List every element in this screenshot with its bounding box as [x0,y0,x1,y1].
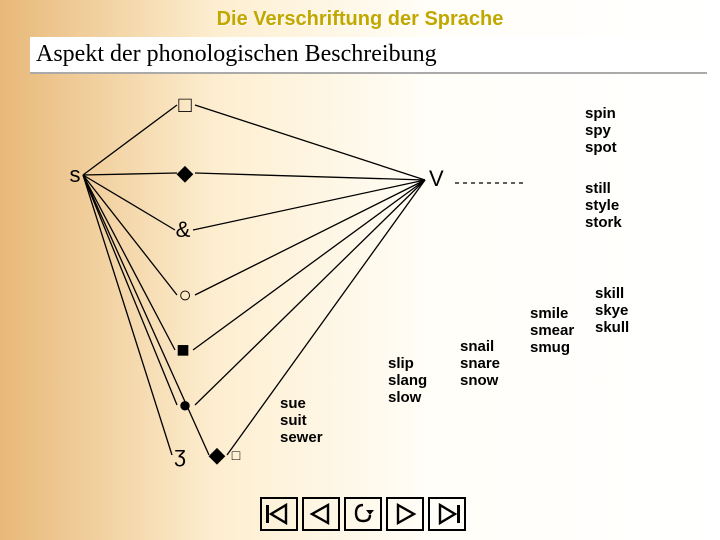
nav-home[interactable] [344,497,382,531]
node-t: ◆ [174,162,196,184]
example-word: style [585,197,622,214]
node-k: & [172,219,194,241]
example-word: skill [595,285,629,302]
nav-bar [260,497,466,531]
nav-last[interactable] [428,497,466,531]
example-word: smug [530,339,574,356]
example-word: sue [280,395,323,412]
word-group-6: suesuitsewer [280,395,323,446]
nav-next[interactable] [386,497,424,531]
page-title: Die Verschriftung der Sprache [0,0,720,31]
node-w-extra: □ [225,444,247,466]
example-word: snare [460,355,500,372]
node-ezh: ʒ [169,444,191,466]
word-group-3: smilesmearsmug [530,305,574,356]
example-word: spy [585,122,617,139]
example-word: snow [460,372,500,389]
word-group-0: spinspyspot [585,105,617,156]
example-word: slang [388,372,427,389]
node-m: ○ [174,284,196,306]
word-group-5: slipslangslow [388,355,427,406]
nav-first[interactable] [260,497,298,531]
node-s: s [64,164,86,186]
example-word: stork [585,214,622,231]
subtitle: Aspekt der phonologischen Beschreibung [36,41,701,68]
diagram-lines [55,95,665,485]
word-group-4: snailsnaresnow [460,338,500,389]
fan-target-v: V [429,166,444,192]
node-l: ● [174,394,196,416]
example-word: spot [585,139,617,156]
nav-prev[interactable] [302,497,340,531]
example-word: slip [388,355,427,372]
example-word: suit [280,412,323,429]
node-p: □ [174,94,196,116]
subtitle-container: Aspekt der phonologischen Beschreibung [30,37,707,74]
example-word: skye [595,302,629,319]
node-n: ■ [172,339,194,361]
phonology-diagram: V sʒ□◆&○■●◆□spinspyspotstillstylestorksk… [55,95,665,485]
example-word: spin [585,105,617,122]
example-word: snail [460,338,500,355]
example-word: skull [595,319,629,336]
example-word: still [585,180,622,197]
example-word: sewer [280,429,323,446]
word-group-2: skillskyeskull [595,285,629,336]
word-group-1: stillstylestork [585,180,622,231]
example-word: smile [530,305,574,322]
example-word: smear [530,322,574,339]
example-word: slow [388,389,427,406]
